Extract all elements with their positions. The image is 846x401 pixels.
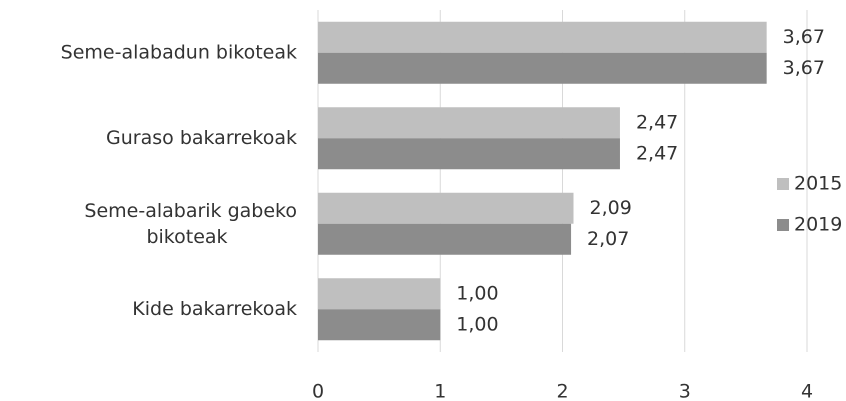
legend-swatch xyxy=(777,178,789,190)
value-label: 3,67 xyxy=(783,57,825,79)
x-tick-label: 1 xyxy=(434,381,446,401)
bar xyxy=(318,21,767,53)
bar xyxy=(318,138,620,170)
category-label: Guraso bakarrekoak xyxy=(106,127,297,149)
category-label: Kide bakarrekoak xyxy=(132,298,297,320)
value-label: 1,00 xyxy=(456,282,498,304)
bar xyxy=(318,107,620,139)
x-tick-label: 3 xyxy=(679,381,691,401)
value-label: 1,00 xyxy=(456,313,498,335)
legend-label: 2019 xyxy=(794,214,842,236)
x-tick-label: 2 xyxy=(556,381,568,401)
value-label: 2,47 xyxy=(636,142,678,164)
x-tick-label: 0 xyxy=(312,381,324,401)
bar xyxy=(318,309,441,341)
value-label: 3,67 xyxy=(783,26,825,48)
category-label: Seme-alabadun bikoteak xyxy=(61,41,297,63)
bar xyxy=(318,52,767,84)
value-label: 2,07 xyxy=(587,228,629,250)
value-label: 2,47 xyxy=(636,111,678,133)
bar xyxy=(318,223,572,255)
legend-swatch xyxy=(777,219,789,231)
value-label: 2,09 xyxy=(590,197,632,219)
x-tick-label: 4 xyxy=(801,381,813,401)
legend-label: 2015 xyxy=(794,173,842,195)
category-label: Seme-alabarik gabeko bikoteak xyxy=(84,199,297,247)
bar xyxy=(318,192,574,224)
bar xyxy=(318,278,441,310)
